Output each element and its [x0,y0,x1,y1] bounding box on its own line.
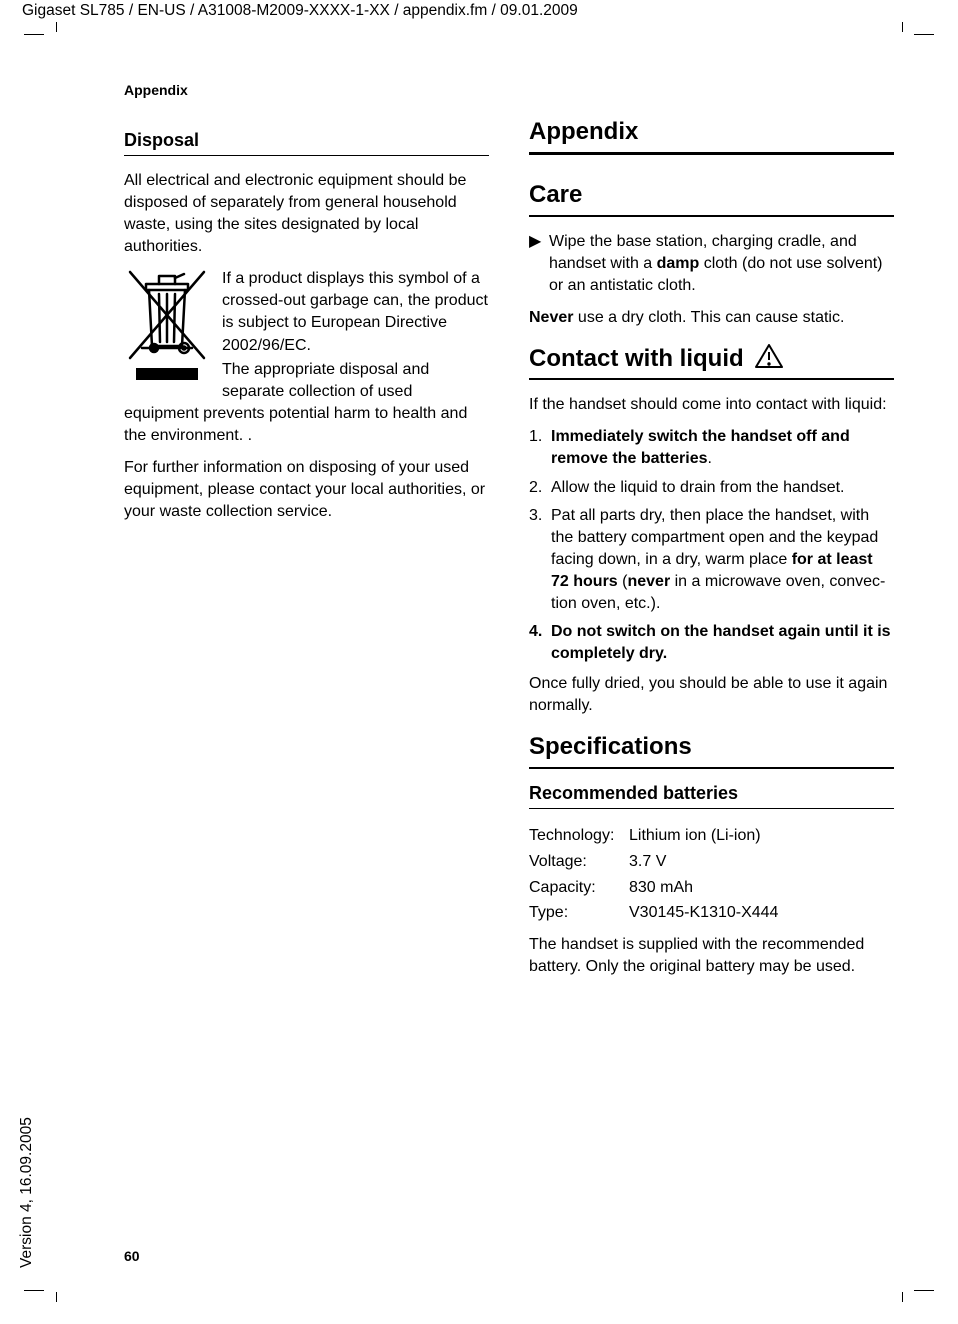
disposal-heading: Disposal [124,130,489,151]
contact-step-1: 1. Immediately switch the handset off an… [529,426,894,470]
list-text: Immediately switch the handset off and r… [551,426,894,470]
warning-triangle-icon [754,343,784,374]
spec-row-technology: Technology:Lithium ion (Li-ion) [529,823,894,849]
list-number: 1. [529,426,551,470]
contact-step-4: 4. Do not switch on the handset again un… [529,621,894,665]
contact-heading: Contact with liquid [529,345,744,373]
care-heading: Care [529,181,894,209]
triangle-bullet-icon: ▶ [529,231,549,297]
contact-intro: If the handset should come into contact … [529,394,894,416]
version-text: Version 4, 16.09.2005 [18,1117,36,1268]
crop-mark [902,1292,903,1302]
list-number: 2. [529,477,551,499]
spec-row-type: Type:V30145-K1310-X444 [529,900,894,926]
running-header: Appendix [124,82,188,98]
header-file-path: Gigaset SL785 / EN-US / A31008-M2009-XXX… [22,2,578,20]
crop-mark [56,1292,57,1302]
page-number: 60 [124,1248,140,1264]
crop-mark [914,34,934,35]
spec-key: Capacity: [529,875,629,901]
disposal-p4: For further information on disposing of … [124,457,489,523]
weee-bin-icon [124,268,210,393]
contact-outro: Once fully dried, you should be able to … [529,673,894,717]
list-text: Pat all parts dry, then place the hand­s… [551,505,894,615]
list-number: 4. [529,621,551,665]
appendix-heading: Appendix [529,118,894,146]
spec-key: Technology: [529,823,629,849]
heading-rule [529,378,894,380]
batteries-heading: Recommended batteries [529,783,894,804]
content-columns: Disposal All electrical and electronic e… [124,118,894,988]
spec-value: 3.7 V [629,849,666,875]
spec-value: 830 mAh [629,875,693,901]
crop-mark [24,1290,44,1291]
contact-step-2: 2. Allow the liquid to drain from the ha… [529,477,894,499]
spec-value: Lithium ion (Li-ion) [629,823,761,849]
spec-row-capacity: Capacity:830 mAh [529,875,894,901]
care-bullet-text: Wipe the base station, charging cradle, … [549,231,894,297]
heading-rule [124,155,489,156]
list-number: 3. [529,505,551,615]
page: Gigaset SL785 / EN-US / A31008-M2009-XXX… [0,0,958,1324]
crop-mark [56,22,57,32]
spec-key: Type: [529,900,629,926]
spec-row-voltage: Voltage:3.7 V [529,849,894,875]
right-column: Appendix Care ▶ Wipe the base station, c… [529,118,894,988]
contact-heading-row: Contact with liquid [529,343,894,374]
crop-mark [914,1290,934,1291]
list-text: Do not switch on the handset again until… [551,621,894,665]
spec-value: V30145-K1310-X444 [629,900,778,926]
care-bullet: ▶ Wipe the base station, charging cradle… [529,231,894,297]
crop-mark [24,34,44,35]
contact-step-3: 3. Pat all parts dry, then place the han… [529,505,894,615]
list-text: Allow the liquid to drain from the hand­… [551,477,845,499]
care-never-line: Never use a dry cloth. This can cause st… [529,307,894,329]
left-column: Disposal All electrical and electronic e… [124,118,489,988]
crop-mark [902,22,903,32]
specifications-heading: Specifications [529,733,894,761]
heading-rule-thick [529,152,894,155]
disposal-p1: All electrical and electronic equipment … [124,170,489,258]
disposal-icon-paragraph: If a product displays this symbol of a c… [124,268,489,457]
heading-rule [529,767,894,769]
spec-note: The handset is supplied with the recom­m… [529,934,894,978]
spec-key: Voltage: [529,849,629,875]
heading-rule [529,215,894,217]
heading-rule [529,808,894,809]
